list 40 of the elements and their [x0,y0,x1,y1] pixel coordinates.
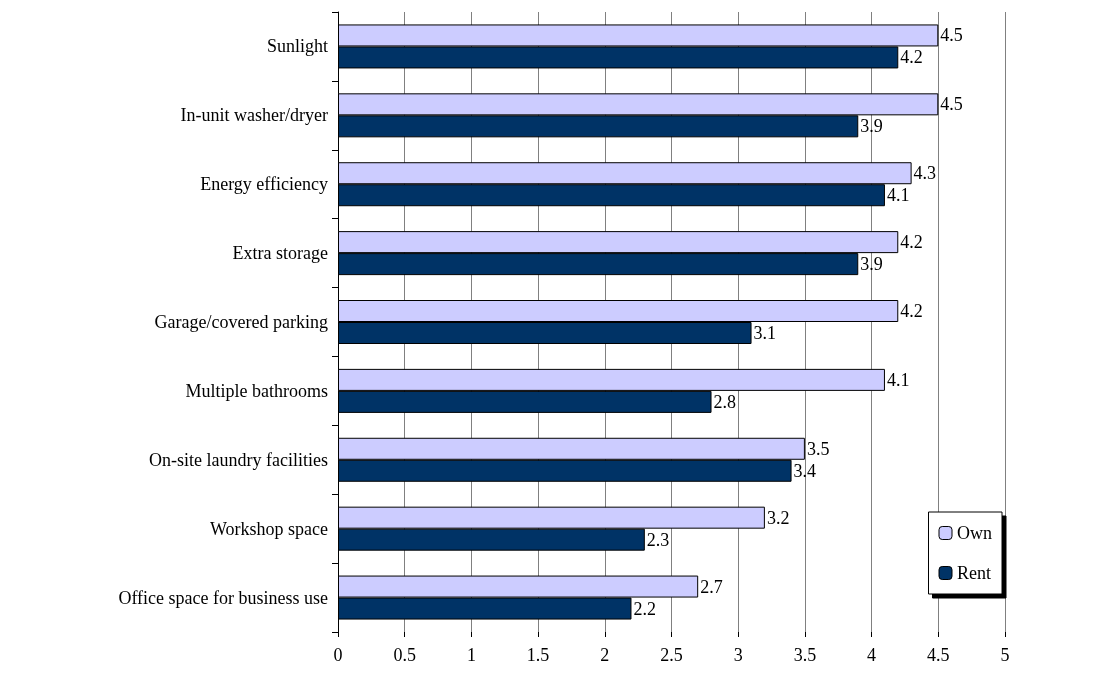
legend-label: Rent [957,563,991,583]
y-tick-label: Energy efficiency [200,174,328,195]
data-label: 4.2 [900,47,923,68]
x-tick-label: 0.5 [393,645,416,665]
data-label: 2.3 [646,529,670,550]
data-label: 3.9 [860,254,883,275]
y-tick-label: Multiple bathrooms [185,380,328,401]
data-label: 4.1 [886,369,910,390]
x-tick-label: 1 [466,645,476,665]
legend-label: Own [957,523,992,543]
data-label: 3.1 [753,323,777,343]
y-tick-label: Workshop space [209,518,328,539]
y-tick-label: In-unit washer/dryer [180,105,328,126]
data-label: 3.9 [860,116,883,137]
y-tick-label: Garage/covered parking [154,312,328,332]
data-label: 3.5 [806,438,830,459]
data-label: 4.5 [940,25,963,46]
data-label: 2.8 [713,391,737,412]
data-label: 4.2 [900,301,923,321]
y-tick-label: Sunlight [266,36,328,57]
data-label: 4.2 [900,232,923,253]
y-tick-label: Extra storage [232,243,328,264]
x-tick-label: 3 [733,645,743,665]
data-label: 2.2 [633,598,656,619]
x-tick-label: 4 [867,645,877,665]
data-label: 3.2 [766,507,790,528]
y-tick-label: Office space for business use [118,587,328,608]
data-label: 4.1 [886,185,910,206]
x-tick-label: 1.5 [526,645,550,665]
data-label: 3.4 [793,460,817,481]
x-tick-label: 2.5 [660,645,683,665]
data-label: 2.7 [700,576,723,597]
data-label: 4.5 [940,94,963,115]
x-tick-label: 4.5 [927,645,950,665]
data-label: 4.3 [913,163,937,184]
x-tick-label: 2 [600,645,610,665]
x-tick-label: 0 [333,645,343,665]
x-tick-label: 5 [1000,645,1010,665]
y-tick-label: On-site laundry facilities [149,449,328,470]
x-tick-label: 3.5 [793,645,817,665]
